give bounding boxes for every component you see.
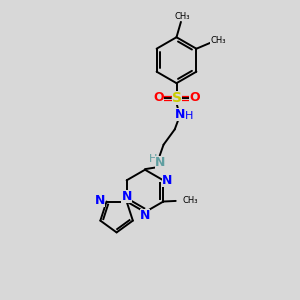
Text: S: S — [172, 91, 182, 105]
Text: N: N — [140, 209, 150, 223]
Text: N: N — [162, 174, 172, 187]
Text: H: H — [148, 154, 157, 164]
Text: N: N — [155, 157, 166, 169]
Text: H: H — [185, 110, 194, 121]
Text: N: N — [122, 190, 132, 203]
Text: CH₃: CH₃ — [210, 36, 226, 45]
Text: O: O — [153, 92, 164, 104]
Text: CH₃: CH₃ — [175, 12, 190, 21]
Text: N: N — [95, 194, 105, 207]
Text: CH₃: CH₃ — [182, 196, 198, 206]
Text: O: O — [189, 92, 200, 104]
Text: N: N — [175, 108, 185, 121]
